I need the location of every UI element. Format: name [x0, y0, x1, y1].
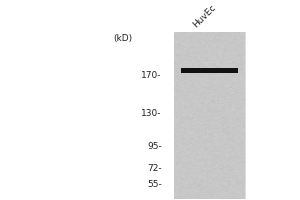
Text: 170-: 170-	[141, 71, 162, 80]
Text: 72-: 72-	[147, 164, 162, 173]
Bar	[181, 68, 238, 73]
Text: 95-: 95-	[147, 142, 162, 151]
Text: HuvEc: HuvEc	[191, 3, 218, 30]
Text: 130-: 130-	[141, 109, 162, 118]
Text: (kD): (kD)	[113, 34, 132, 43]
Bar	[174, 32, 245, 199]
Text: 55-: 55-	[147, 180, 162, 189]
